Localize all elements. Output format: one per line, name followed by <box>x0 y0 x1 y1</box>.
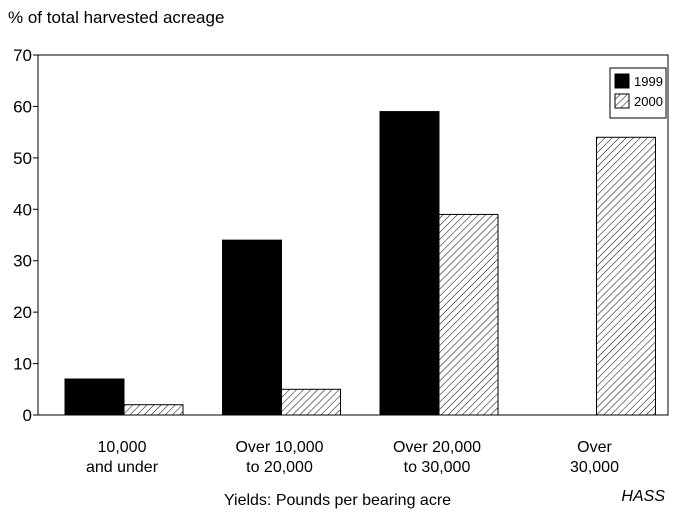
bar-2000-2 <box>438 213 499 416</box>
y-axis: 0 10 20 30 40 50 60 70 <box>13 46 38 425</box>
y-axis-title: % of total harvested acreage <box>8 8 225 27</box>
bar-2000-0 <box>123 404 184 416</box>
bar-1999-0 <box>64 378 125 416</box>
y-tick-label: 30 <box>13 252 32 271</box>
bar-1999-1 <box>222 239 282 416</box>
plot-area-frame <box>37 54 669 416</box>
source-label: HASS <box>621 488 665 505</box>
x-category-label: Over 20,000 to 30,000 <box>393 439 481 476</box>
y-tick-label: 10 <box>13 355 32 374</box>
y-tick-label: 20 <box>13 303 32 322</box>
x-category-label: Over 10,000 to 20,000 <box>235 439 323 476</box>
bar-2000-3 <box>596 136 656 416</box>
x-category-label: Over 30,000 <box>570 439 619 476</box>
bar-2000-1 <box>281 388 341 416</box>
y-tick-label: 40 <box>13 200 32 219</box>
x-category-label: 10,000 and under <box>86 439 159 476</box>
legend-swatch-1999 <box>614 73 630 89</box>
legend-label-2000: 2000 <box>634 94 663 109</box>
x-axis-categories: 10,000 and under Over 10,000 to 20,000 Over … <box>86 439 619 476</box>
bars <box>64 111 656 416</box>
y-tick-label: 50 <box>13 149 32 168</box>
legend-swatch-2000 <box>614 93 630 109</box>
y-tick-label: 60 <box>13 97 32 116</box>
legend: 1999 2000 <box>609 67 667 119</box>
x-axis-title: Yields: Pounds per bearing acre <box>223 492 452 509</box>
y-tick-label: 70 <box>13 46 32 65</box>
legend-label-1999: 1999 <box>634 74 663 89</box>
y-tick-label: 0 <box>23 406 32 425</box>
bar-1999-2 <box>379 111 440 416</box>
